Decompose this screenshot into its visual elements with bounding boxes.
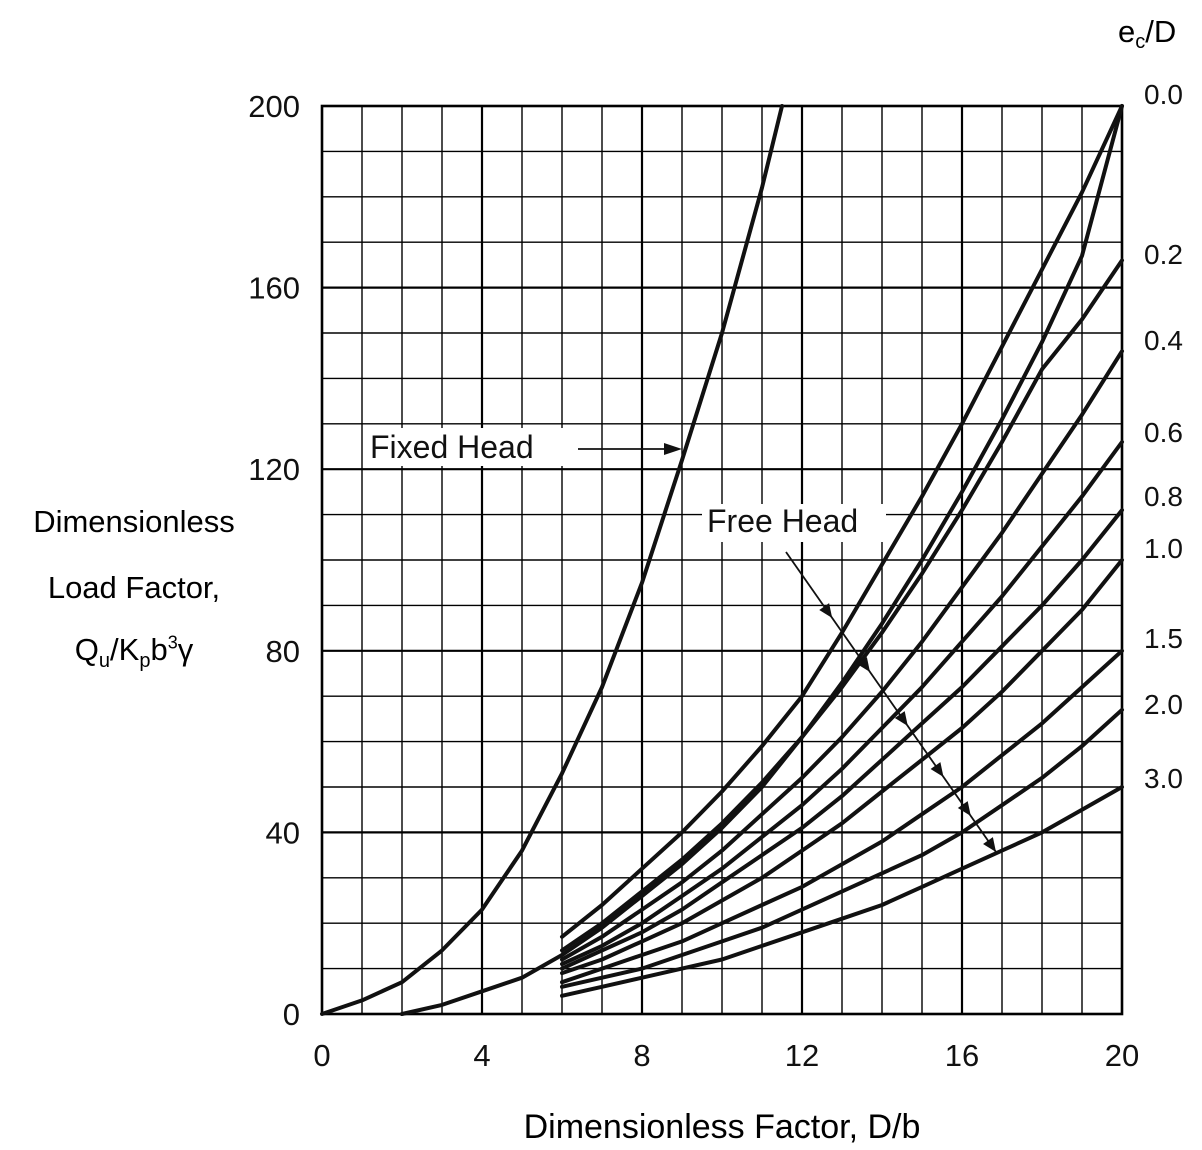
y-tick-labels: 0 40 80 120 160 200 — [248, 89, 300, 1032]
ec-label: 0.0 — [1144, 79, 1183, 110]
series-line-9 — [560, 707, 1124, 989]
series-line-8 — [560, 648, 1124, 985]
x-tick-labels: 0 4 8 12 16 20 — [313, 1038, 1139, 1073]
x-tick-label: 20 — [1105, 1038, 1139, 1073]
series-line-3 — [560, 258, 1124, 953]
ec-label: 0.8 — [1144, 481, 1183, 512]
x-tick-label: 12 — [785, 1038, 819, 1073]
series-line-7 — [560, 558, 1124, 976]
ec-label: 0.4 — [1144, 325, 1183, 356]
grid-lines — [322, 106, 1122, 1014]
series-line-6 — [560, 508, 1124, 971]
ec-value-labels: 0.0 0.2 0.4 0.6 0.8 1.0 1.5 2.0 3.0 — [1144, 79, 1183, 794]
y-tick-label: 40 — [266, 815, 300, 850]
x-tick-label: 0 — [313, 1038, 330, 1073]
ec-label: 2.0 — [1144, 689, 1183, 720]
series-line-5 — [560, 440, 1124, 967]
free-head-label-bg — [702, 504, 886, 542]
free-head-arrow-heads — [819, 603, 996, 852]
ec-d-axis-title: ec/D — [1118, 14, 1177, 53]
y-axis-label-line-1: Dimensionless — [33, 504, 235, 539]
ec-label: 1.5 — [1144, 623, 1183, 654]
free-head-arrowhead — [983, 837, 996, 852]
free-head-arrowhead — [930, 762, 944, 777]
series-curves — [320, 104, 1124, 1016]
y-tick-label: 120 — [248, 452, 300, 487]
x-tick-label: 16 — [945, 1038, 979, 1073]
fixed-head-label-bg — [364, 428, 564, 466]
y-tick-label: 80 — [266, 634, 300, 669]
annotations: Fixed Head Free Head — [364, 428, 997, 853]
y-tick-label: 200 — [248, 89, 300, 124]
y-axis-label-line-2: Load Factor, — [47, 570, 221, 605]
series-line-1 — [400, 104, 1124, 1016]
fixed-head-label: Fixed Head — [370, 429, 534, 465]
free-head-arrow-line — [785, 551, 997, 853]
free-head-arrowhead — [819, 603, 833, 618]
series-line-4 — [560, 349, 1124, 962]
ec-label: 1.0 — [1144, 533, 1183, 564]
y-tick-label: 160 — [248, 271, 300, 306]
y-tick-label: 0 — [283, 997, 300, 1032]
free-head-arrowhead — [894, 711, 908, 726]
x-tick-label: 8 — [633, 1038, 650, 1073]
x-axis-label: Dimensionless Factor, D/b — [523, 1108, 921, 1146]
series-line-10 — [560, 785, 1124, 998]
ec-label: 3.0 — [1144, 763, 1183, 794]
ec-label: 0.6 — [1144, 417, 1183, 448]
free-head-arrowhead — [957, 801, 971, 816]
y-axis-label-line-3: Qu/Kpb3γ — [74, 632, 194, 673]
series-line-0 — [320, 104, 784, 1016]
free-head-label: Free Head — [707, 503, 858, 539]
fixed-head-arrow-head — [664, 443, 682, 455]
free-head-arrowhead — [857, 657, 870, 672]
ec-label: 0.2 — [1144, 239, 1183, 270]
x-tick-label: 4 — [473, 1038, 490, 1073]
